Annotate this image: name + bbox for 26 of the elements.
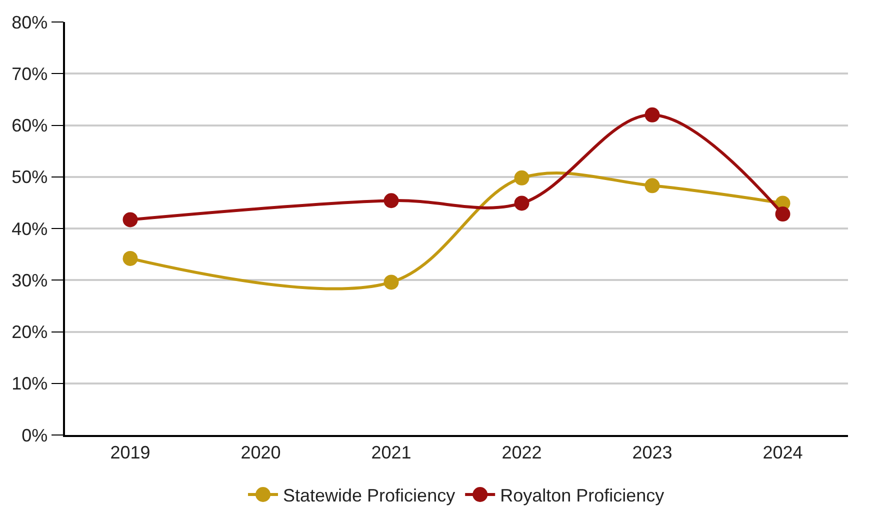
x-tick-label: 2022 bbox=[502, 442, 542, 462]
point bbox=[384, 193, 399, 208]
point bbox=[775, 206, 790, 222]
y-tick-label: 40% bbox=[12, 218, 48, 239]
point bbox=[514, 170, 530, 186]
legend-label: Statewide Proficiency bbox=[283, 486, 456, 506]
x-tick-label: 2019 bbox=[110, 442, 150, 462]
x-tick-label: 2021 bbox=[371, 442, 412, 462]
y-tick-label: 80% bbox=[12, 12, 48, 32]
legend-label: Royalton Proficiency bbox=[500, 486, 664, 506]
y-tick-label: 60% bbox=[12, 116, 48, 136]
y-tick-label: 20% bbox=[12, 322, 48, 342]
point bbox=[644, 107, 660, 122]
y-tick-label: 50% bbox=[12, 167, 48, 188]
point bbox=[384, 274, 399, 290]
y-tick-label: 30% bbox=[12, 270, 48, 290]
x-tick-label: 2024 bbox=[762, 442, 803, 462]
y-tick-label: 70% bbox=[12, 64, 48, 84]
point bbox=[122, 250, 138, 266]
x-tick-label: 2020 bbox=[240, 442, 281, 462]
point bbox=[644, 178, 660, 194]
point bbox=[122, 212, 138, 228]
y-tick-label: 0% bbox=[22, 425, 48, 446]
y-tick-label: 10% bbox=[12, 374, 48, 394]
point bbox=[514, 196, 530, 211]
x-tick-label: 2023 bbox=[632, 442, 672, 462]
